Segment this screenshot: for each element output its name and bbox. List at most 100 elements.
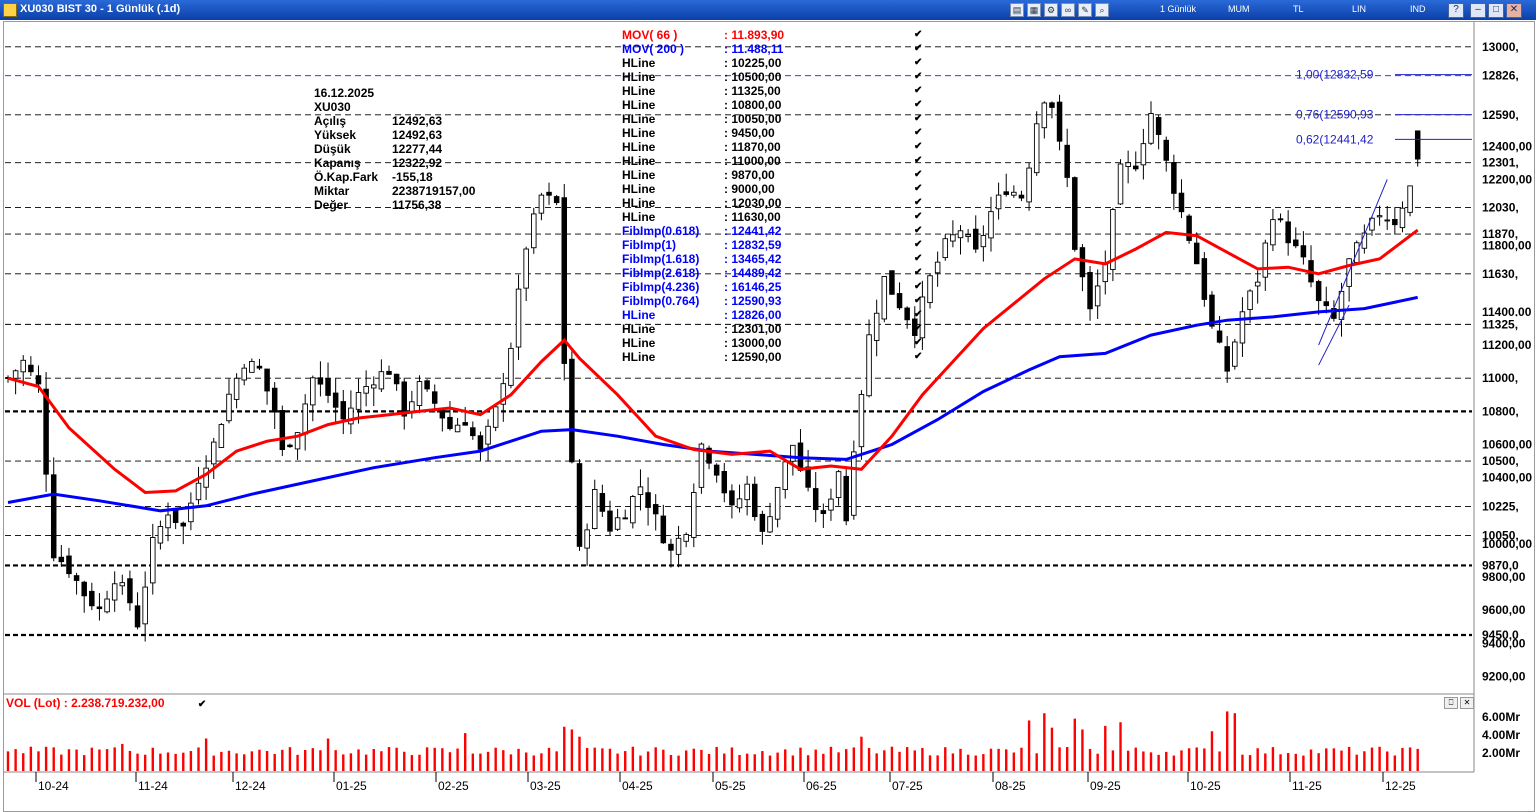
volume-bar bbox=[669, 754, 673, 771]
volume-bar bbox=[105, 749, 109, 771]
volume-axis-tick-label: 4.00Mr bbox=[1482, 728, 1520, 742]
volume-bar bbox=[608, 748, 612, 771]
visibility-check-icon[interactable]: ✔ bbox=[914, 113, 923, 124]
visibility-check-icon[interactable]: ✔ bbox=[914, 85, 923, 96]
legend-row: HLine: 12826,00 ✔ bbox=[622, 308, 926, 322]
candle-body bbox=[447, 416, 453, 430]
menu-period[interactable]: 1 Günlük bbox=[1160, 4, 1197, 14]
candle-body bbox=[226, 393, 232, 422]
menu-scale[interactable]: LIN bbox=[1352, 4, 1367, 14]
candle-body bbox=[950, 234, 956, 242]
candle-body bbox=[889, 270, 895, 295]
panel-close-icon[interactable]: ✕ bbox=[1460, 697, 1474, 709]
visibility-check-icon[interactable]: ✔ bbox=[914, 323, 923, 334]
link-icon[interactable]: ∞ bbox=[1061, 3, 1075, 17]
candle-body bbox=[1338, 290, 1345, 320]
y-axis-tick-label: 9400,00 bbox=[1482, 636, 1526, 650]
volume-axis-tick-label: 2.00Mr bbox=[1482, 746, 1520, 760]
volume-bar bbox=[6, 751, 10, 771]
candle-body bbox=[127, 578, 133, 604]
volume-value: : 2.238.719.232,00 bbox=[63, 696, 165, 710]
visibility-check-icon[interactable]: ✔ bbox=[914, 155, 923, 166]
volume-bar bbox=[364, 754, 368, 771]
x-axis-tick-label: 05-25 bbox=[715, 779, 746, 793]
legend-row: HLine: 10800,00 ✔ bbox=[622, 98, 926, 112]
zoom-icon[interactable]: ⌕ bbox=[1095, 3, 1109, 17]
chart-icon[interactable]: ▤ bbox=[1010, 3, 1024, 17]
menu-indicators[interactable]: IND bbox=[1410, 4, 1426, 14]
volume-bar bbox=[159, 753, 162, 771]
candle-body bbox=[645, 492, 651, 508]
legend-row: HLine: 11630,00 ✔ bbox=[622, 210, 926, 224]
visibility-check-icon[interactable]: ✔ bbox=[914, 309, 923, 320]
legend-label: HLine bbox=[622, 210, 656, 224]
settings-icon[interactable]: ⚙ bbox=[1044, 3, 1058, 17]
visibility-check-icon[interactable]: ✔ bbox=[914, 225, 923, 236]
visibility-check-icon[interactable]: ✔ bbox=[914, 141, 923, 152]
menu-currency[interactable]: TL bbox=[1293, 4, 1304, 14]
visibility-check-icon[interactable]: ✔ bbox=[914, 253, 923, 264]
help-button[interactable]: ? bbox=[1448, 3, 1464, 18]
visibility-check-icon[interactable]: ✔ bbox=[914, 211, 923, 222]
volume-bar bbox=[90, 747, 94, 771]
candle-body bbox=[332, 392, 339, 408]
candle-body bbox=[28, 364, 34, 373]
visibility-check-icon[interactable]: ✔ bbox=[914, 337, 923, 348]
visibility-check-icon[interactable]: ✔ bbox=[914, 197, 923, 208]
volume-bar bbox=[1294, 753, 1297, 771]
volume-bar bbox=[1119, 722, 1122, 771]
candle-body bbox=[81, 581, 87, 597]
visibility-check-icon[interactable]: ✔ bbox=[914, 99, 923, 110]
candle-body bbox=[866, 334, 872, 397]
visibility-check-icon[interactable]: ✔ bbox=[914, 239, 923, 250]
volume-bar bbox=[1271, 747, 1275, 771]
panel-restore-icon[interactable]: ⎕ bbox=[1444, 697, 1458, 709]
candle-body bbox=[485, 425, 491, 445]
candle-body bbox=[1186, 215, 1192, 241]
candle-body bbox=[180, 522, 187, 527]
axis-label-box bbox=[1478, 453, 1534, 470]
volume-bar bbox=[524, 752, 528, 771]
volume-bar bbox=[791, 755, 795, 771]
legend-label: HLine bbox=[622, 196, 656, 210]
visibility-check-icon[interactable]: ✔ bbox=[914, 183, 923, 194]
layers-icon[interactable]: ▦ bbox=[1027, 3, 1041, 17]
volume-bar bbox=[1340, 750, 1343, 771]
visibility-check-icon[interactable]: ✔ bbox=[914, 43, 923, 54]
volume-bar bbox=[905, 747, 909, 771]
draw-icon[interactable]: ✎ bbox=[1078, 3, 1092, 17]
volume-bar bbox=[1035, 753, 1038, 771]
candle-body bbox=[927, 275, 933, 304]
candle-body bbox=[835, 471, 842, 499]
visibility-check-icon[interactable]: ✔ bbox=[914, 295, 923, 306]
close-button[interactable]: ✕ bbox=[1506, 3, 1522, 18]
volume-bar bbox=[700, 749, 703, 771]
candle-body bbox=[896, 293, 903, 309]
maximize-button[interactable]: □ bbox=[1488, 3, 1504, 18]
candle-body bbox=[957, 230, 964, 239]
y-axis-tick-label: 12400,00 bbox=[1482, 139, 1532, 153]
volume-bar bbox=[715, 746, 718, 771]
volume-bar bbox=[52, 747, 55, 771]
visibility-check-icon[interactable]: ✔ bbox=[914, 267, 923, 278]
legend-label: HLine bbox=[622, 322, 656, 336]
visibility-check-icon[interactable]: ✔ bbox=[914, 281, 923, 292]
visibility-check-icon[interactable]: ✔ bbox=[914, 29, 923, 40]
minimize-button[interactable]: – bbox=[1470, 3, 1486, 18]
candle-body bbox=[1193, 242, 1200, 265]
volume-bar bbox=[1370, 747, 1374, 771]
visibility-check-icon[interactable]: ✔ bbox=[914, 127, 923, 138]
x-axis-tick-label: 06-25 bbox=[806, 779, 837, 793]
visibility-check-icon[interactable]: ✔ bbox=[914, 71, 923, 82]
menu-chart-type[interactable]: MUM bbox=[1228, 4, 1250, 14]
volume-bar bbox=[75, 749, 78, 771]
visibility-check-icon[interactable]: ✔ bbox=[914, 57, 923, 68]
candle-body bbox=[1300, 245, 1307, 258]
candle-body bbox=[614, 517, 621, 530]
check-icon[interactable]: ✔ bbox=[197, 699, 207, 710]
visibility-check-icon[interactable]: ✔ bbox=[914, 351, 923, 362]
legend-value: : 14489,42 bbox=[724, 266, 782, 280]
volume-bar bbox=[837, 752, 840, 771]
visibility-check-icon[interactable]: ✔ bbox=[914, 169, 923, 180]
